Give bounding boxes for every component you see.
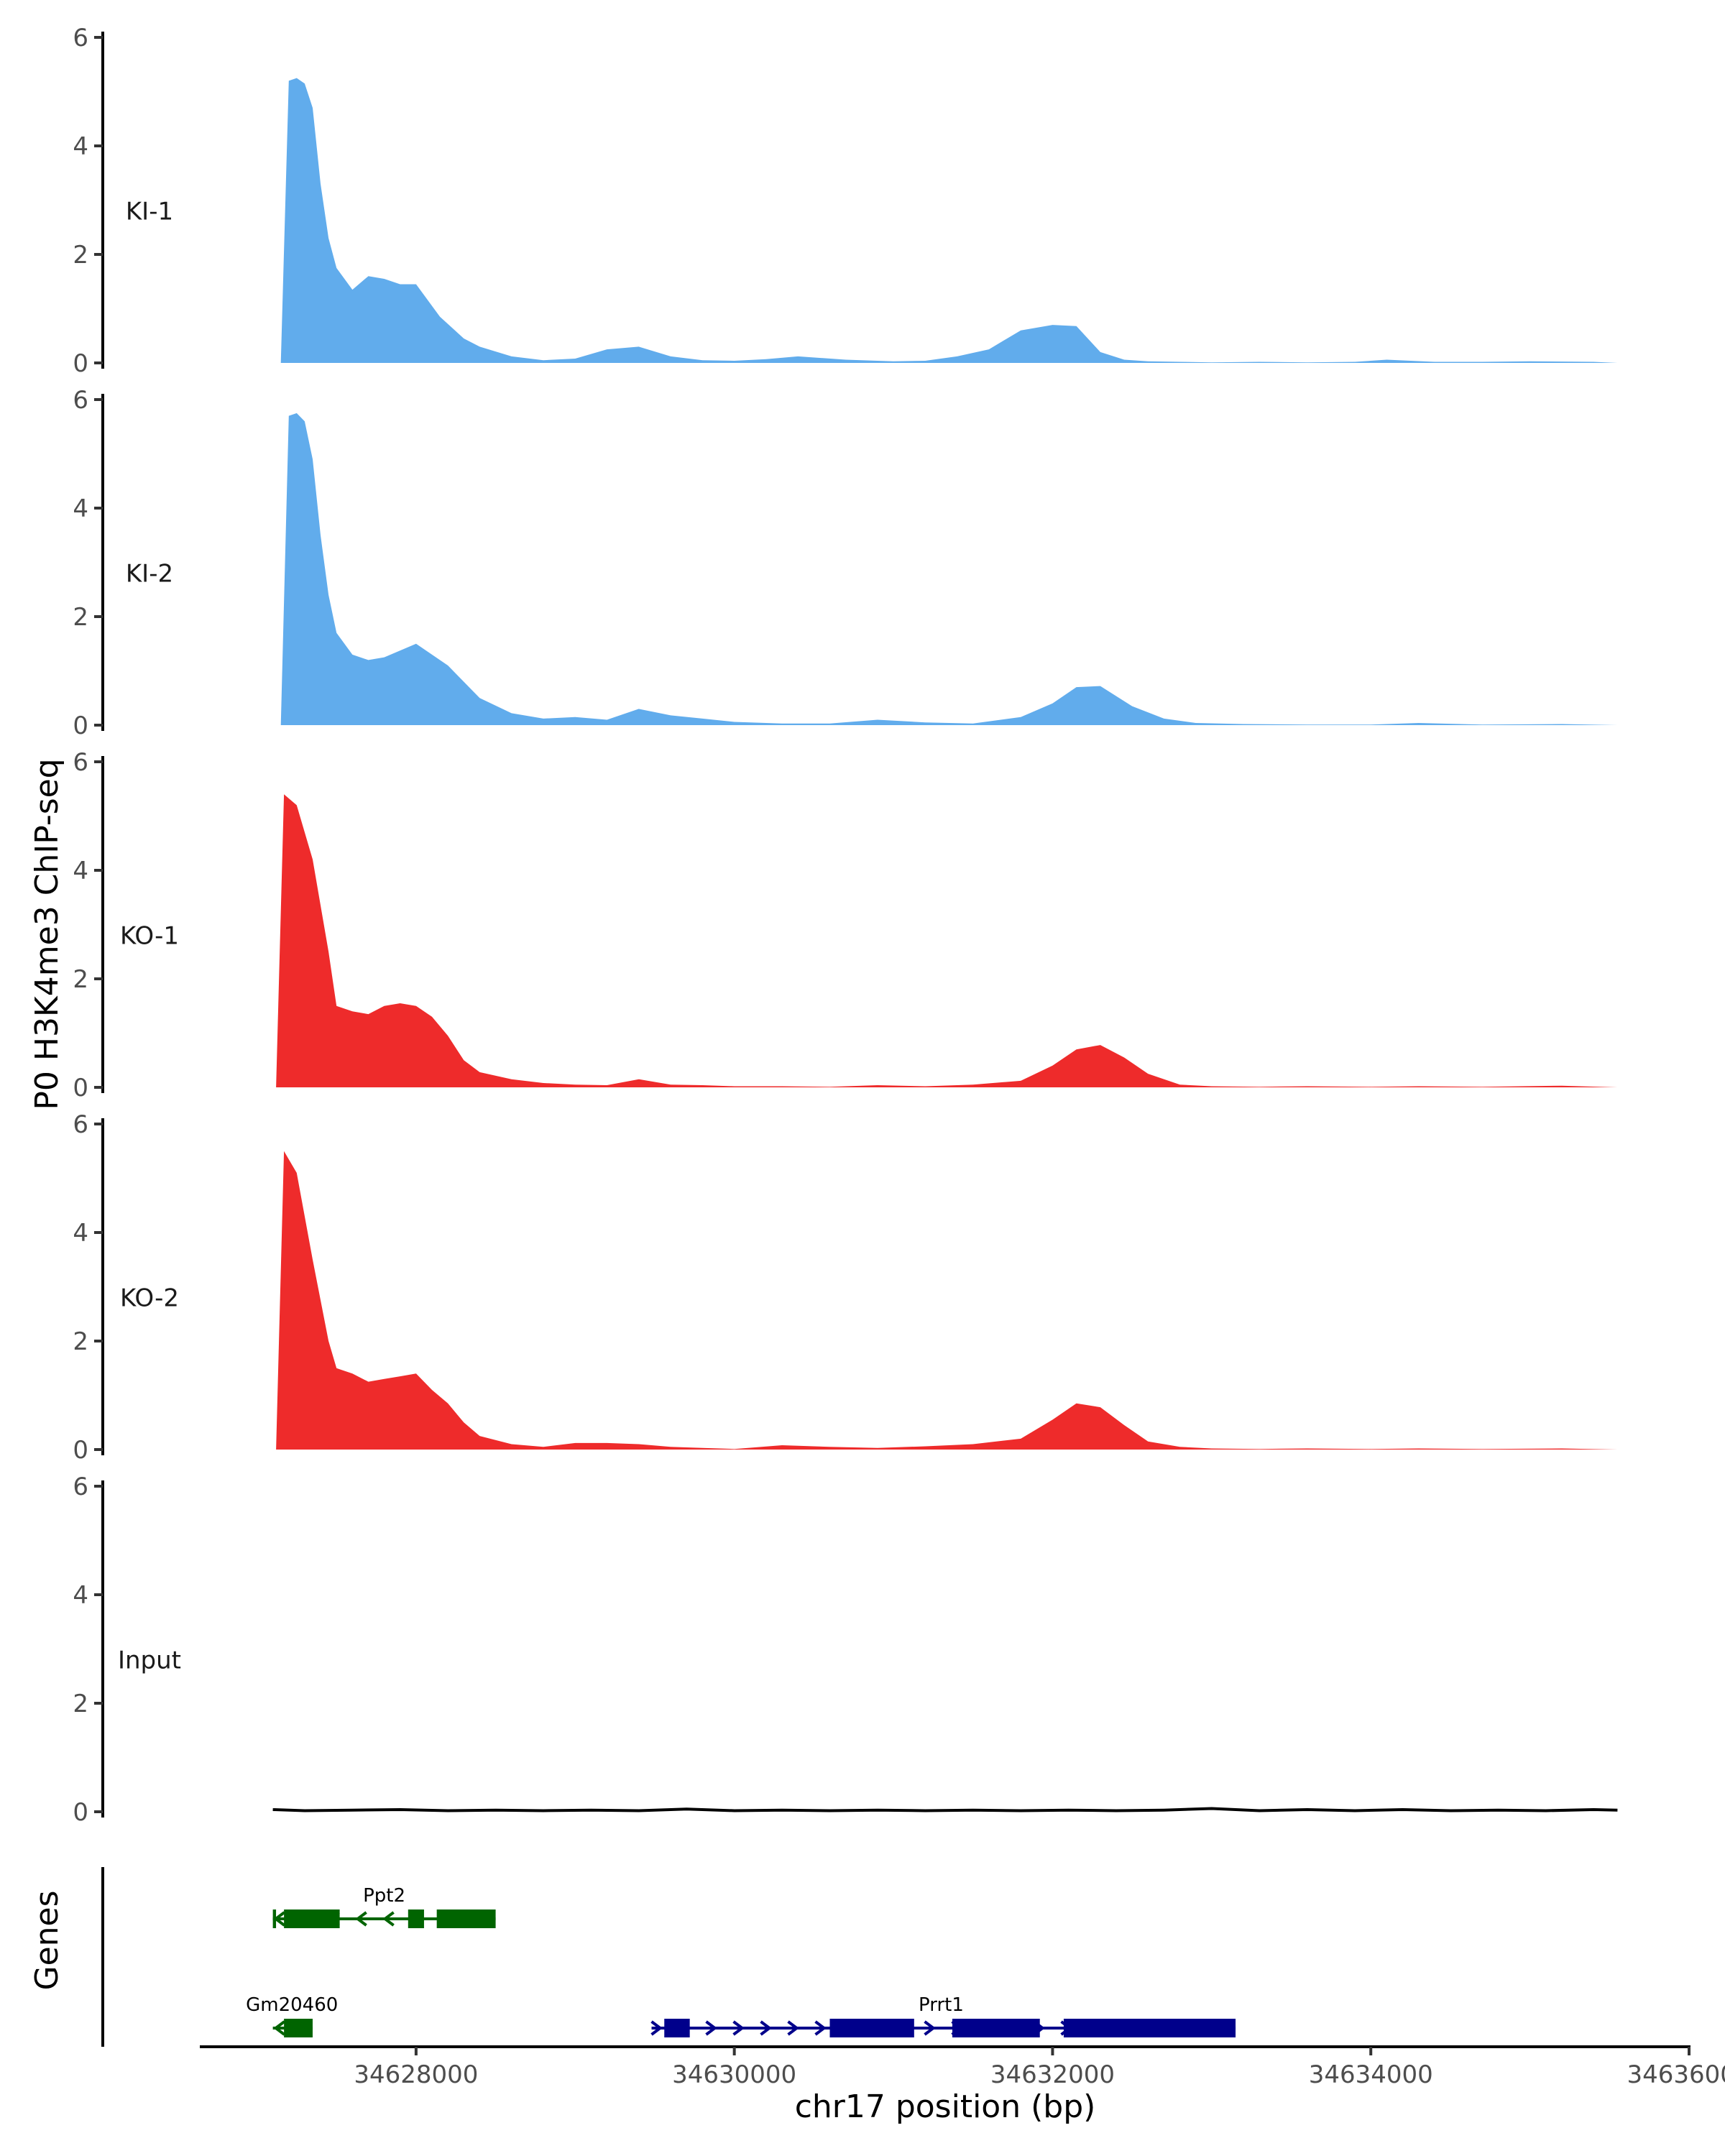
strand-arrow <box>760 2020 772 2036</box>
gene-ppt2: Ppt2 <box>272 1885 496 1928</box>
x-tick-label: 34628000 <box>354 2060 478 2089</box>
y-tick-label: 4 <box>73 494 88 523</box>
y-tick-label: 2 <box>73 1327 88 1356</box>
gene-prrt1: Prrt1 <box>650 1994 1236 2037</box>
strand-arrow <box>273 2020 285 2036</box>
gene-exon <box>408 1909 424 1928</box>
signal-area <box>280 413 1618 725</box>
strand-arrow <box>787 2020 799 2036</box>
y-tick-label: 2 <box>73 965 88 994</box>
strand-arrow <box>382 1911 395 1927</box>
gene-exon <box>664 2019 690 2037</box>
signal-line <box>272 1807 1618 1812</box>
track-label: KO-1 <box>120 922 179 951</box>
y-tick-label: 0 <box>73 1074 88 1102</box>
track-input: 0 2 4 6 Input <box>73 1473 1618 1827</box>
y-tick-label: 4 <box>73 132 88 161</box>
gene-exon <box>952 2019 1040 2037</box>
signal-tracks: 0 2 4 6 KI-1 0 2 4 6 KI-2 0 2 4 6 KO-1 0 2 4 6 KO-2 0 2 4 6 Inpu… <box>73 24 1618 1827</box>
gene-track: Ppt2 Gm20460 Prrt1 <box>101 1867 1236 2047</box>
y-tick-label: 6 <box>73 748 88 777</box>
y-tick-label: 2 <box>73 1690 88 1718</box>
y-tick-label: 6 <box>73 1110 88 1139</box>
strand-arrow <box>355 1911 367 1927</box>
y-tick-label: 0 <box>73 1798 88 1827</box>
y-tick-label: 4 <box>73 1581 88 1610</box>
track-ko-2: 0 2 4 6 KO-2 <box>73 1110 1618 1465</box>
x-axis-title: chr17 position (bp) <box>795 2088 1096 2125</box>
track-label: KI-2 <box>126 560 173 589</box>
track-label: Input <box>118 1646 181 1675</box>
y-tick-label: 6 <box>73 1473 88 1501</box>
gene-exon <box>436 1909 496 1928</box>
y-tick-label: 2 <box>73 603 88 632</box>
gene-exon <box>829 2019 914 2037</box>
x-tick-label: 34630000 <box>672 2060 796 2089</box>
y-axis-title: P0 H3K4me3 ChIP-seq <box>29 758 65 1110</box>
y-tick-label: 0 <box>73 1436 88 1465</box>
track-ko-1: 0 2 4 6 KO-1 <box>73 748 1618 1102</box>
gene-track-title: Genes <box>29 1890 65 1990</box>
y-tick-label: 6 <box>73 386 88 415</box>
track-ki-2: 0 2 4 6 KI-2 <box>73 386 1618 740</box>
x-tick-label: 34636000 <box>1627 2060 1725 2089</box>
strand-arrow <box>705 2020 717 2036</box>
y-tick-label: 4 <box>73 857 88 885</box>
gene-exon <box>284 1909 340 1928</box>
gene-label: Gm20460 <box>246 1994 338 2016</box>
gene-label: Ppt2 <box>363 1885 405 1907</box>
strand-arrow <box>924 2020 936 2036</box>
gene-exon <box>284 2019 313 2037</box>
gene-gm20460: Gm20460 <box>246 1994 338 2037</box>
y-tick-label: 2 <box>73 241 88 270</box>
strand-arrow <box>814 2020 827 2036</box>
x-axis: 34628000 34630000 34632000 34634000 34636000 <box>200 2045 1725 2089</box>
y-tick-label: 4 <box>73 1219 88 1248</box>
x-tick-label: 34632000 <box>990 2060 1115 2089</box>
gene-exon <box>1063 2019 1236 2037</box>
track-label: KI-1 <box>126 198 173 226</box>
signal-area <box>280 78 1618 363</box>
y-tick-label: 6 <box>73 24 88 52</box>
signal-area <box>276 794 1618 1087</box>
y-tick-label: 0 <box>73 711 88 740</box>
track-ki-1: 0 2 4 6 KI-1 <box>73 24 1618 378</box>
strand-arrow <box>732 2020 745 2036</box>
x-tick-label: 34634000 <box>1309 2060 1433 2089</box>
strand-arrow <box>650 2020 663 2036</box>
gene-exon <box>272 1909 277 1928</box>
track-label: KO-2 <box>120 1284 179 1313</box>
y-tick-label: 0 <box>73 349 88 378</box>
gene-label: Prrt1 <box>919 1994 964 2016</box>
signal-area <box>276 1151 1618 1450</box>
